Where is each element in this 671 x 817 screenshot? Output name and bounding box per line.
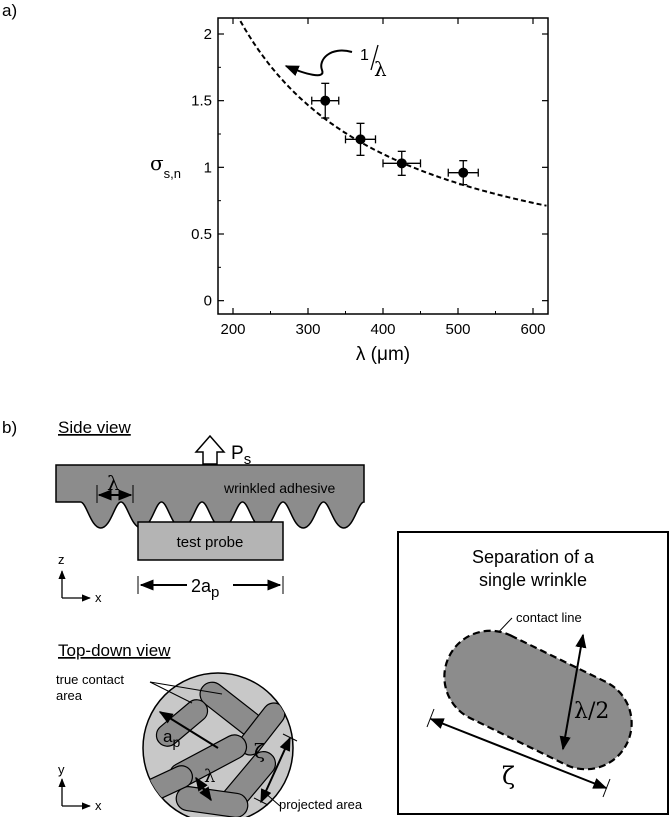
chart-a: 200 300 400 500 600 0 0.5 1 1.5 2 1 λ σs,n λ (μm… xyxy=(150,17,549,365)
data-point xyxy=(382,150,422,176)
projected-area-label: projected area xyxy=(279,797,363,812)
lambda-label: λ xyxy=(107,471,120,495)
top-view-title: Top-down view xyxy=(58,641,171,660)
true-contact-label-1: true contact xyxy=(56,672,124,687)
side-view-title: Side view xyxy=(58,418,131,437)
inset-single-wrinkle: Separation of a single wrinkle contact l… xyxy=(397,531,669,815)
width-label: 2ap xyxy=(191,576,219,601)
width-label-bg xyxy=(187,574,233,598)
side-view: Side view Ps wrinkled adhesive λ test pr… xyxy=(55,418,365,605)
top-zeta-arrow xyxy=(260,736,291,804)
axis-y-label: y xyxy=(58,762,65,777)
width-label-main: 2a xyxy=(191,576,212,596)
radius-label-main: a xyxy=(163,727,173,746)
data-point xyxy=(311,82,340,119)
annotation-slash xyxy=(370,44,379,71)
force-label-main: P xyxy=(231,443,244,464)
y-tick-label: 2 xyxy=(204,26,212,43)
data-point xyxy=(344,122,377,156)
point-marker xyxy=(320,95,331,106)
width-label-sub: p xyxy=(211,584,219,601)
half-lambda-label: λ/2 xyxy=(574,699,609,724)
y-tick-label: 1 xyxy=(204,159,212,176)
y-ticks: 0 0.5 1 1.5 2 xyxy=(191,26,548,310)
inset-zeta-tick-2 xyxy=(602,778,611,798)
inset-title-2: single wrinkle xyxy=(479,570,587,590)
radius-label-sub: p xyxy=(172,734,180,750)
y-tick-label: 1.5 xyxy=(191,93,212,110)
force-arrow-icon xyxy=(194,434,226,465)
panel-b-label: b) xyxy=(2,418,17,437)
data-point xyxy=(447,160,479,186)
top-down-view: Top-down view true contact area ap λ ζ p… xyxy=(56,641,363,817)
test-probe xyxy=(137,521,284,561)
force-label: Ps xyxy=(231,443,251,468)
true-contact-label-2: area xyxy=(56,688,83,703)
y-axis-label-sub: s,n xyxy=(164,166,181,181)
test-probe-label: test probe xyxy=(177,534,244,551)
contact-strip xyxy=(155,699,209,747)
force-label-sub: s xyxy=(244,451,252,468)
y-axis-label-main: σ xyxy=(150,151,164,175)
annotation-squiggle-arrow xyxy=(284,49,353,77)
contact-strip xyxy=(175,786,249,817)
inset-zeta-arrow xyxy=(429,718,608,789)
top-lambda-label: λ xyxy=(204,766,215,787)
contact-line-label: contact line xyxy=(516,610,582,625)
x-axis-label: λ (μm) xyxy=(356,344,410,365)
axis-x-label-top: x xyxy=(95,798,102,813)
x-tick-label: 600 xyxy=(520,321,545,338)
true-contact-leader-2 xyxy=(149,681,223,695)
top-zeta-tick-2 xyxy=(253,797,269,806)
y-tick-label: 0.5 xyxy=(191,226,212,243)
fit-curve-1-over-lambda xyxy=(237,18,547,207)
top-zeta-label: ζ xyxy=(254,739,265,763)
data-points xyxy=(311,82,479,186)
radius-label: ap xyxy=(163,727,180,750)
annotation-denominator: λ xyxy=(374,57,387,81)
projected-area-leader xyxy=(263,791,281,807)
y-axis-label: σs,n xyxy=(150,151,181,181)
axis-z-label: z xyxy=(58,552,65,567)
true-contact-leader-1 xyxy=(149,681,193,704)
top-zeta-tick-1 xyxy=(282,733,298,742)
inset-title-1: Separation of a xyxy=(472,547,595,567)
x-ticks: 200 300 400 500 600 xyxy=(220,18,546,338)
x-tick-label: 400 xyxy=(370,321,395,338)
annotation-numerator: 1 xyxy=(360,47,369,64)
wrinkled-adhesive-layer xyxy=(55,464,365,529)
axis-x-label-side: x xyxy=(95,590,102,605)
point-marker xyxy=(396,158,407,169)
point-marker xyxy=(458,167,469,178)
point-marker xyxy=(355,134,366,145)
y-tick-label: 0 xyxy=(204,293,212,310)
x-tick-label: 200 xyxy=(220,321,245,338)
panel-a-label: a) xyxy=(2,1,17,20)
x-tick-label: 300 xyxy=(295,321,320,338)
top-lambda-arrow xyxy=(195,776,212,802)
radius-arrow xyxy=(158,711,219,749)
x-tick-label: 500 xyxy=(445,321,470,338)
inset-zeta-label: ζ xyxy=(502,762,515,790)
adhesive-label: wrinkled adhesive xyxy=(223,480,335,496)
inset-zeta-tick-1 xyxy=(426,708,435,728)
